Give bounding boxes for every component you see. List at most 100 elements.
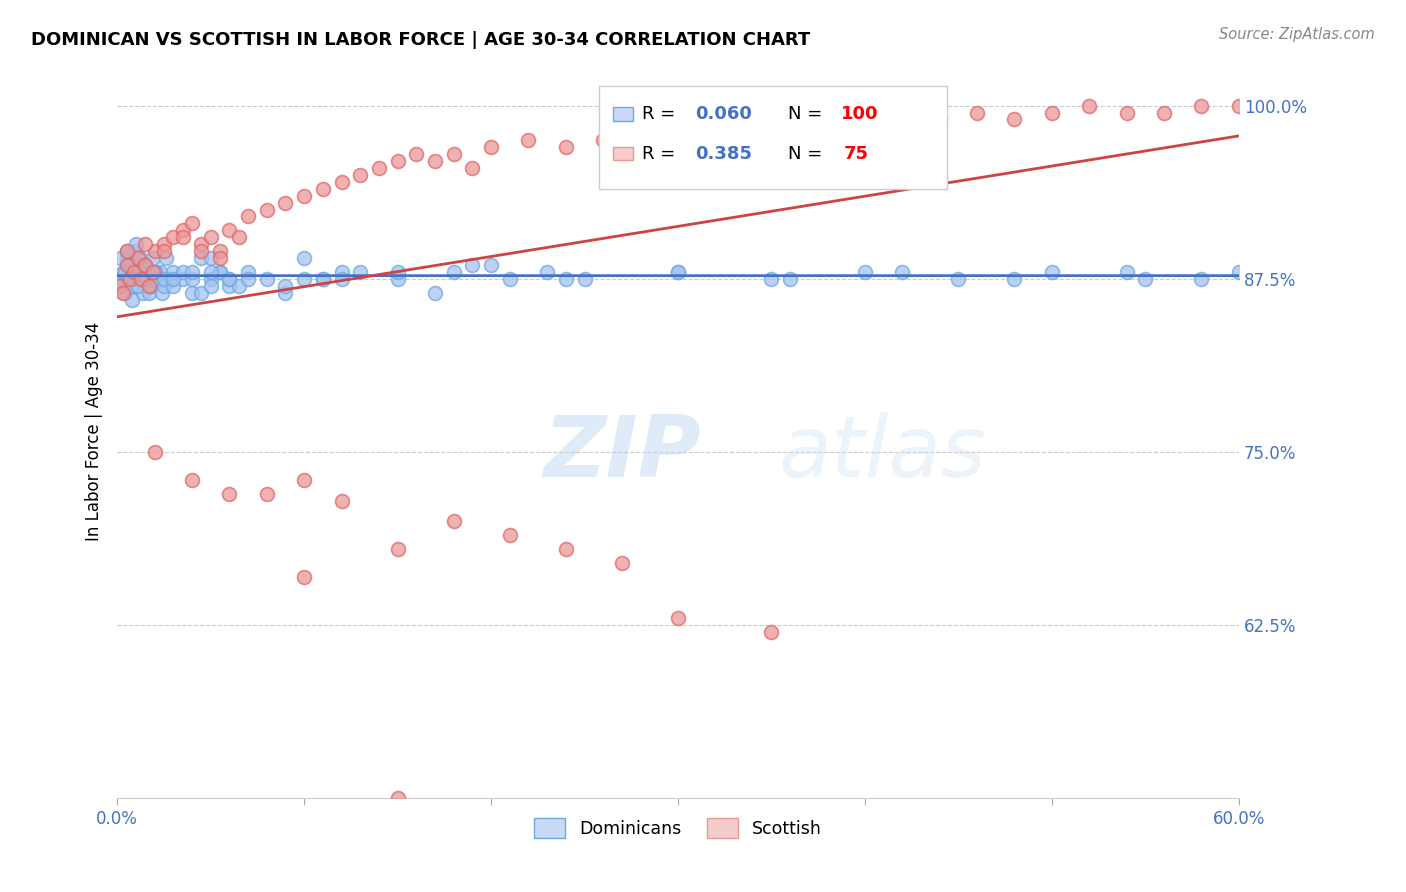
Point — [181, 265, 204, 279]
Point — [208, 251, 231, 265]
Point — [423, 154, 446, 169]
Point — [208, 244, 231, 259]
Point — [121, 293, 143, 307]
Point — [153, 244, 176, 259]
Point — [817, 120, 839, 134]
Point — [274, 195, 297, 210]
Point — [891, 105, 914, 120]
Point — [236, 265, 259, 279]
Point — [181, 272, 204, 286]
Point — [479, 140, 502, 154]
Point — [172, 230, 194, 244]
FancyBboxPatch shape — [613, 107, 633, 120]
Point — [666, 265, 689, 279]
Point — [200, 251, 222, 265]
Point — [162, 265, 184, 279]
Point — [218, 223, 240, 237]
Text: R =: R = — [643, 105, 681, 123]
Point — [120, 272, 142, 286]
Point — [349, 265, 371, 279]
Point — [143, 272, 166, 286]
Point — [387, 542, 409, 557]
Point — [405, 147, 427, 161]
Point — [111, 285, 134, 300]
Point — [330, 493, 353, 508]
Point — [159, 272, 181, 286]
Point — [139, 278, 162, 293]
Point — [172, 265, 194, 279]
Point — [274, 285, 297, 300]
Point — [330, 272, 353, 286]
Point — [574, 272, 596, 286]
Legend: Dominicans, Scottish: Dominicans, Scottish — [527, 811, 830, 845]
Text: N =: N = — [787, 105, 823, 123]
Point — [387, 272, 409, 286]
Point — [499, 528, 522, 542]
Point — [153, 237, 176, 252]
Point — [162, 278, 184, 293]
Point — [136, 265, 159, 279]
Text: R =: R = — [643, 145, 681, 162]
Point — [115, 258, 138, 272]
Point — [200, 278, 222, 293]
Point — [1227, 265, 1250, 279]
Text: 100: 100 — [841, 105, 879, 123]
Point — [536, 265, 558, 279]
Point — [162, 230, 184, 244]
Point — [111, 265, 134, 279]
Point — [138, 278, 160, 293]
Point — [349, 168, 371, 182]
Point — [312, 272, 335, 286]
Point — [256, 486, 278, 500]
Point — [125, 258, 148, 272]
Point — [117, 258, 139, 272]
Point — [143, 244, 166, 259]
Text: DOMINICAN VS SCOTTISH IN LABOR FORCE | AGE 30-34 CORRELATION CHART: DOMINICAN VS SCOTTISH IN LABOR FORCE | A… — [31, 31, 810, 49]
Text: 0.385: 0.385 — [695, 145, 752, 162]
Point — [181, 285, 204, 300]
FancyBboxPatch shape — [613, 147, 633, 161]
Point — [610, 556, 633, 570]
Point — [110, 278, 132, 293]
Point — [554, 140, 576, 154]
Point — [312, 272, 335, 286]
Point — [122, 244, 145, 259]
Point — [443, 265, 465, 279]
Point — [761, 272, 783, 286]
Point — [128, 272, 150, 286]
Point — [121, 278, 143, 293]
Point — [853, 112, 876, 127]
Point — [292, 272, 315, 286]
Point — [1004, 112, 1026, 127]
Point — [256, 272, 278, 286]
Point — [292, 570, 315, 584]
Point — [779, 272, 801, 286]
Point — [228, 230, 250, 244]
Point — [387, 265, 409, 279]
Point — [443, 147, 465, 161]
Point — [181, 473, 204, 487]
FancyBboxPatch shape — [599, 87, 948, 189]
Point — [592, 133, 614, 147]
Point — [208, 265, 231, 279]
Point — [666, 265, 689, 279]
Point — [948, 272, 970, 286]
Point — [132, 258, 155, 272]
Point — [218, 278, 240, 293]
Point — [142, 265, 165, 279]
Point — [127, 278, 149, 293]
Point — [704, 126, 727, 140]
Point — [190, 251, 212, 265]
Point — [928, 112, 950, 127]
Point — [256, 202, 278, 217]
Y-axis label: In Labor Force | Age 30-34: In Labor Force | Age 30-34 — [86, 322, 103, 541]
Point — [114, 285, 136, 300]
Point — [461, 161, 484, 175]
Point — [218, 272, 240, 286]
Point — [108, 278, 131, 293]
Point — [387, 791, 409, 805]
Point — [114, 265, 136, 279]
Point — [1040, 265, 1063, 279]
Point — [479, 258, 502, 272]
Point — [312, 182, 335, 196]
